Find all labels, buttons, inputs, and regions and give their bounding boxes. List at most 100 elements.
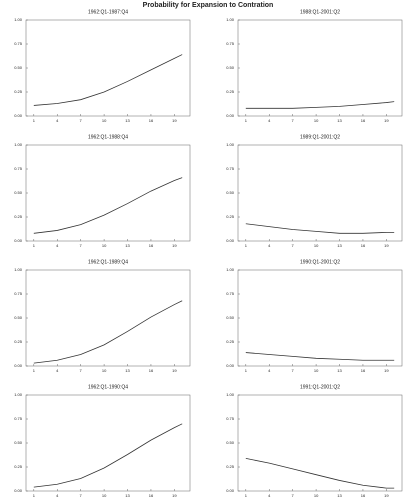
line — [245, 223, 395, 234]
x-tick-label: 7 — [80, 243, 83, 248]
y-tick-label: 0.00 — [226, 488, 235, 493]
x-tick-label: 16 — [361, 243, 366, 248]
x-tick-label: 13 — [337, 243, 342, 248]
x-tick-label: 16 — [361, 118, 366, 123]
y-tick-label: 0.00 — [14, 363, 23, 368]
panel-title: 1988:Q1-2001:Q2 — [300, 9, 340, 15]
x-tick-label: 16 — [361, 493, 366, 498]
x-tick-label: 4 — [268, 368, 271, 373]
x-tick-label: 16 — [149, 118, 154, 123]
x-tick-label: 10 — [314, 368, 319, 373]
y-tick-label: 0.25 — [226, 89, 235, 94]
y-tick-label: 0.25 — [14, 89, 23, 94]
x-tick-label: 10 — [314, 243, 319, 248]
y-tick-label: 0.50 — [226, 65, 235, 70]
x-tick-label: 13 — [337, 493, 342, 498]
y-tick-label: 0.25 — [226, 464, 235, 469]
plot-frame — [237, 19, 403, 117]
y-tick-label: 0.50 — [14, 190, 23, 195]
y-tick-label: 0.00 — [226, 113, 235, 118]
x-tick-label: 1 — [33, 243, 36, 248]
x-tick-label: 4 — [268, 243, 271, 248]
plot-frame — [25, 394, 191, 492]
plot-frame — [25, 144, 191, 242]
plot-frame — [25, 269, 191, 367]
x-tick-label: 7 — [292, 493, 295, 498]
y-tick-label: 0.25 — [226, 214, 235, 219]
line — [245, 352, 395, 361]
x-tick-label: 19 — [172, 243, 177, 248]
x-tick-label: 10 — [102, 118, 107, 123]
x-tick-label: 16 — [149, 368, 154, 373]
x-tick-label: 1 — [33, 118, 36, 123]
y-tick-label: 0.75 — [14, 416, 23, 421]
panel-title: 1990:Q1-2001:Q2 — [300, 259, 340, 265]
x-tick-label: 10 — [102, 493, 107, 498]
plot-frame — [237, 394, 403, 492]
y-tick-label: 0.25 — [14, 339, 23, 344]
x-tick-label: 19 — [384, 368, 389, 373]
line — [245, 457, 395, 489]
panel-title: 1962:Q1-1987:Q4 — [88, 9, 128, 15]
x-tick-label: 7 — [292, 243, 295, 248]
x-tick-label: 13 — [337, 368, 342, 373]
x-tick-label: 7 — [80, 118, 83, 123]
y-tick-label: 0.75 — [226, 416, 235, 421]
y-tick-label: 0.00 — [14, 238, 23, 243]
y-tick-label: 0.00 — [226, 363, 235, 368]
x-tick-label: 13 — [337, 118, 342, 123]
x-tick-label: 10 — [314, 118, 319, 123]
line — [245, 101, 395, 109]
y-tick-label: 0.50 — [14, 65, 23, 70]
x-tick-label: 13 — [125, 493, 130, 498]
x-tick-label: 4 — [56, 368, 59, 373]
x-tick-label: 4 — [268, 118, 271, 123]
y-tick-label: 0.75 — [226, 166, 235, 171]
line — [33, 423, 183, 488]
x-tick-label: 7 — [292, 368, 295, 373]
panel-title: 1962:Q1-1989:Q4 — [88, 259, 128, 265]
y-tick-label: 0.75 — [14, 291, 23, 296]
x-tick-label: 1 — [245, 368, 248, 373]
x-tick-label: 19 — [384, 118, 389, 123]
x-tick-label: 10 — [314, 493, 319, 498]
x-tick-label: 16 — [149, 493, 154, 498]
x-tick-label: 1 — [245, 493, 248, 498]
y-tick-label: 0.25 — [14, 464, 23, 469]
y-tick-label: 1.00 — [226, 142, 235, 147]
line — [33, 54, 183, 106]
y-tick-label: 0.75 — [14, 166, 23, 171]
x-tick-label: 4 — [268, 493, 271, 498]
y-tick-label: 0.50 — [226, 315, 235, 320]
x-tick-label: 1 — [33, 493, 36, 498]
x-tick-label: 7 — [292, 118, 295, 123]
x-tick-label: 19 — [172, 368, 177, 373]
y-tick-label: 0.25 — [226, 339, 235, 344]
y-tick-label: 0.00 — [14, 113, 23, 118]
y-tick-label: 1.00 — [226, 17, 235, 22]
line — [33, 300, 183, 364]
y-tick-label: 0.50 — [226, 190, 235, 195]
y-tick-label: 1.00 — [226, 392, 235, 397]
y-tick-label: 1.00 — [226, 267, 235, 272]
y-tick-label: 1.00 — [14, 392, 23, 397]
x-tick-label: 19 — [172, 493, 177, 498]
panel-title: 1962:Q1-1988:Q4 — [88, 134, 128, 140]
x-tick-label: 10 — [102, 368, 107, 373]
x-tick-label: 19 — [384, 493, 389, 498]
x-tick-label: 1 — [245, 118, 248, 123]
x-tick-label: 1 — [33, 368, 36, 373]
x-tick-label: 13 — [125, 243, 130, 248]
y-tick-label: 0.75 — [14, 41, 23, 46]
y-tick-label: 0.50 — [14, 440, 23, 445]
y-tick-label: 0.75 — [226, 41, 235, 46]
plot-frame — [237, 144, 403, 242]
y-tick-label: 0.00 — [14, 488, 23, 493]
panel-title: 1989:Q1-2001:Q2 — [300, 134, 340, 140]
x-tick-label: 7 — [80, 368, 83, 373]
plot-frame — [237, 269, 403, 367]
panel-title: 1962:Q1-1990:Q4 — [88, 384, 128, 390]
plot-frame — [25, 19, 191, 117]
line — [33, 177, 183, 234]
x-tick-label: 4 — [56, 118, 59, 123]
